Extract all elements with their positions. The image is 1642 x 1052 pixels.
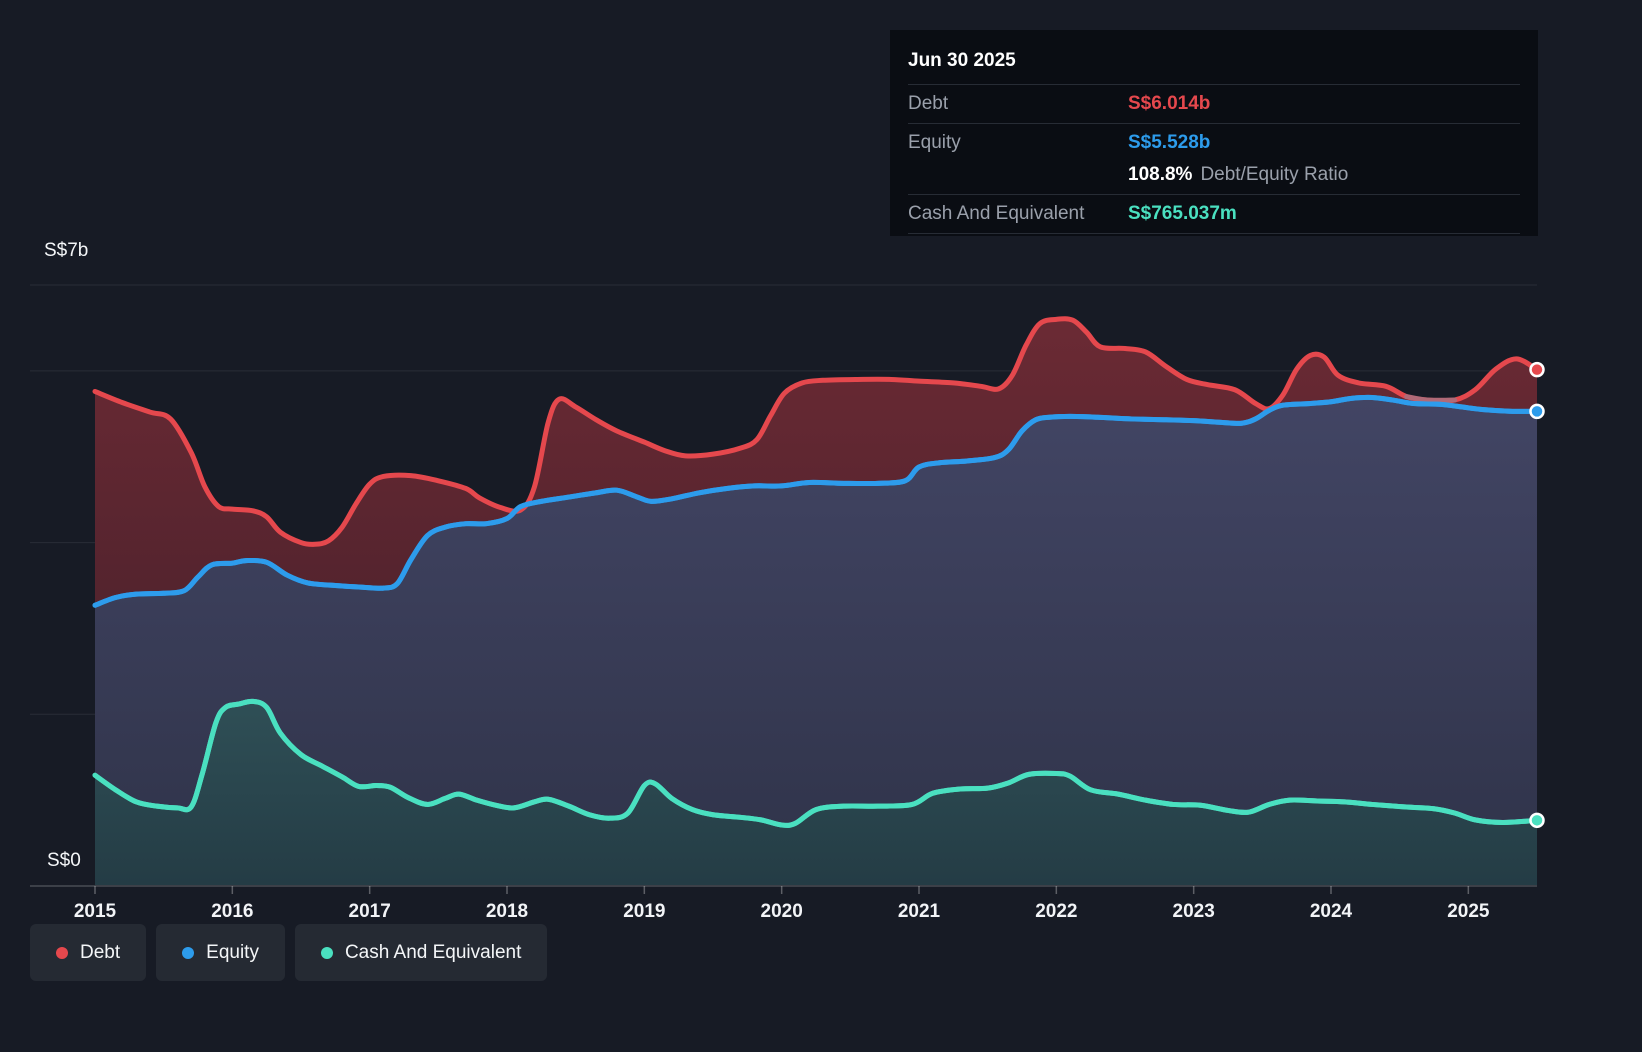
tooltip-row-debt: Debt S$6.014b [908, 84, 1520, 123]
legend-cash-label: Cash And Equivalent [345, 942, 521, 964]
tooltip-ratio-value: 108.8%Debt/Equity Ratio [1128, 164, 1348, 186]
tooltip-equity-value: S$5.528b [1128, 132, 1210, 154]
x-tick-label-2020: 2020 [761, 901, 803, 922]
tooltip-debt-label: Debt [908, 93, 1128, 115]
x-tick-label-2023: 2023 [1173, 901, 1215, 922]
chart-legend: Debt Equity Cash And Equivalent [30, 924, 547, 981]
x-tick-label-2024: 2024 [1310, 901, 1353, 922]
y-axis-min-label: S$0 [47, 850, 81, 872]
y-axis-max-label: S$7b [44, 240, 88, 262]
equity-legend-dot-icon [182, 947, 194, 959]
x-tick-label-2021: 2021 [898, 901, 941, 922]
tooltip-equity-label: Equity [908, 132, 1128, 154]
debt-legend-dot-icon [56, 947, 68, 959]
x-tick-label-2025: 2025 [1447, 901, 1490, 922]
cash-endpoint-dot [1531, 814, 1544, 827]
x-tick-label-2018: 2018 [486, 901, 528, 922]
tooltip-cash-label: Cash And Equivalent [908, 203, 1128, 225]
tooltip-ratio-label: Debt/Equity Ratio [1200, 164, 1348, 185]
legend-item-debt[interactable]: Debt [30, 924, 146, 981]
debt-equity-history-chart: 2015 2016 2017 2018 2019 2020 2021 2022 2023 2024… [0, 0, 1642, 1052]
x-tick-label-2015: 2015 [74, 901, 117, 922]
debt-endpoint-dot [1531, 363, 1544, 376]
equity-endpoint-dot [1531, 405, 1544, 418]
cash-legend-dot-icon [321, 947, 333, 959]
debt-line-muted-segment [1407, 397, 1455, 401]
tooltip-cash-value: S$765.037m [1128, 203, 1237, 225]
x-tick-label-2019: 2019 [623, 901, 665, 922]
legend-item-cash[interactable]: Cash And Equivalent [295, 924, 547, 981]
tooltip-row-ratio: 108.8%Debt/Equity Ratio [908, 162, 1520, 194]
tooltip-row-cash: Cash And Equivalent S$765.037m [908, 194, 1520, 234]
legend-equity-label: Equity [206, 942, 259, 964]
tooltip-date: Jun 30 2025 [908, 44, 1520, 84]
x-tick-label-2022: 2022 [1035, 901, 1077, 922]
chart-tooltip: Jun 30 2025 Debt S$6.014b Equity S$5.528… [890, 30, 1538, 236]
legend-item-equity[interactable]: Equity [156, 924, 285, 981]
tooltip-debt-value: S$6.014b [1128, 93, 1210, 115]
x-tick-label-2016: 2016 [211, 901, 253, 922]
tooltip-row-equity: Equity S$5.528b [908, 123, 1520, 162]
legend-debt-label: Debt [80, 942, 120, 964]
x-tick-label-2017: 2017 [349, 901, 391, 922]
